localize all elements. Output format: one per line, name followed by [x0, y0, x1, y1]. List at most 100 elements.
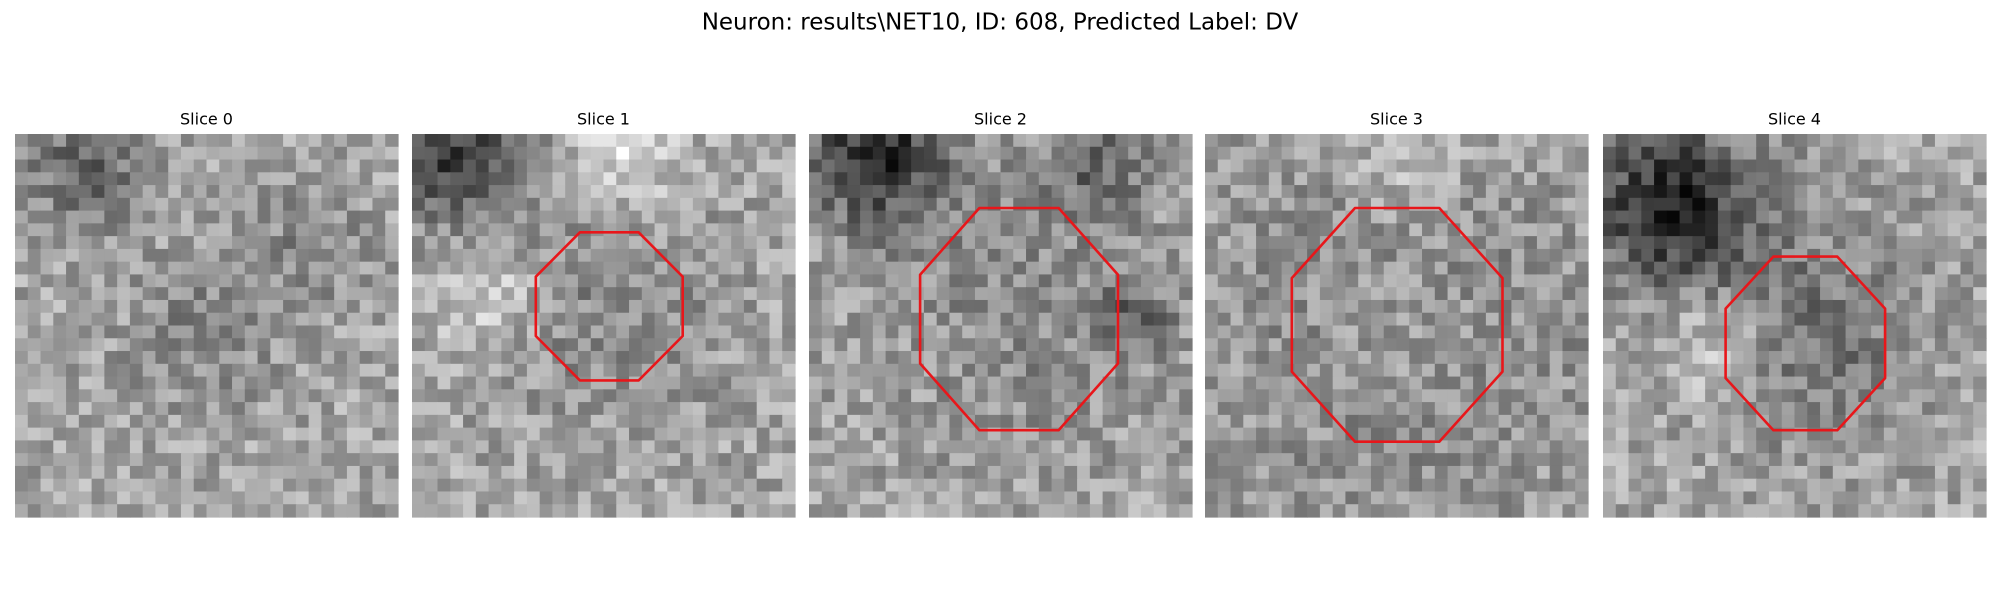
pixel	[1217, 402, 1232, 416]
pixel	[769, 248, 783, 263]
pixel	[1332, 325, 1347, 339]
pixel	[1205, 427, 1219, 441]
pixel	[705, 402, 719, 416]
pixel	[1960, 223, 1974, 237]
pixel	[1845, 312, 1859, 327]
pixel	[1628, 172, 1642, 186]
pixel	[1102, 351, 1116, 365]
pixel	[321, 261, 335, 276]
pixel	[1128, 236, 1142, 250]
pixel	[1000, 287, 1014, 301]
pixel	[283, 274, 297, 288]
pixel	[552, 376, 566, 390]
pixel	[385, 185, 399, 199]
pixel	[91, 402, 105, 416]
pixel	[1896, 274, 1910, 288]
pixel	[1447, 351, 1461, 365]
pixel	[1217, 338, 1232, 352]
pixel	[1179, 325, 1193, 339]
pixel	[1358, 236, 1372, 250]
pixel	[821, 261, 836, 276]
pixel	[1768, 465, 1783, 480]
pixel	[1179, 261, 1193, 276]
pixel	[936, 172, 951, 186]
pixel	[809, 402, 823, 416]
pixel	[1064, 159, 1078, 173]
pixel	[1051, 274, 1065, 288]
pixel	[1243, 172, 1257, 186]
pixel	[1666, 197, 1681, 212]
pixel	[885, 376, 899, 390]
pixel	[346, 197, 361, 212]
pixel	[1230, 351, 1244, 365]
pixel	[743, 134, 758, 148]
pixel	[244, 261, 259, 276]
pixel	[1217, 210, 1232, 224]
pixel	[1370, 338, 1385, 352]
pixel	[283, 287, 297, 301]
pixel	[834, 236, 848, 250]
pixel	[450, 504, 464, 518]
pixel	[321, 453, 335, 467]
pixel	[1281, 453, 1295, 467]
pixel	[1089, 414, 1104, 429]
pixel	[847, 325, 861, 339]
pixel	[949, 210, 963, 224]
pixel	[1603, 325, 1617, 339]
pixel	[1000, 172, 1014, 186]
pixel	[641, 478, 656, 493]
pixel	[539, 376, 554, 390]
pixel	[450, 363, 464, 378]
pixel	[1409, 185, 1423, 199]
pixel	[1026, 236, 1040, 250]
pixel	[718, 312, 732, 327]
pixel	[283, 236, 297, 250]
pixel	[1679, 223, 1693, 237]
pixel	[1654, 478, 1668, 493]
pixel	[949, 197, 963, 212]
pixel	[450, 223, 464, 237]
pixel	[974, 402, 989, 416]
pixel	[743, 210, 758, 224]
pixel	[539, 159, 554, 173]
pixel	[308, 389, 322, 403]
pixel	[270, 172, 284, 186]
pixel	[1307, 363, 1321, 378]
pixel	[129, 389, 144, 403]
pixel	[949, 491, 963, 505]
pixel	[514, 465, 528, 480]
pixel	[1794, 185, 1808, 199]
pixel	[1307, 261, 1321, 276]
pixel	[1717, 185, 1732, 199]
pixel	[219, 287, 233, 301]
pixel	[847, 185, 861, 199]
pixel	[1820, 223, 1834, 237]
pixel	[1396, 414, 1410, 429]
pixel	[1409, 414, 1423, 429]
pixel	[514, 210, 528, 224]
pixel	[1781, 440, 1796, 454]
pixel	[1615, 146, 1630, 161]
pixel	[1383, 389, 1398, 403]
pixel	[987, 376, 1002, 390]
pixel	[1102, 325, 1116, 339]
pixel	[1179, 427, 1193, 441]
pixel	[1307, 478, 1321, 493]
pixel	[372, 465, 386, 480]
pixel	[219, 491, 233, 505]
pixel	[270, 236, 284, 250]
pixel	[40, 427, 54, 441]
pixel	[1345, 134, 1359, 148]
pixel	[475, 351, 490, 365]
pixel	[1115, 146, 1129, 161]
pixel	[1409, 223, 1423, 237]
pixel	[168, 236, 182, 250]
pixel	[193, 146, 208, 161]
pixel	[1434, 478, 1449, 493]
pixel	[743, 491, 758, 505]
pixel	[667, 389, 681, 403]
pixel	[1807, 478, 1821, 493]
pixel	[1038, 402, 1053, 416]
pixel	[1268, 427, 1283, 441]
pixel	[692, 172, 707, 186]
